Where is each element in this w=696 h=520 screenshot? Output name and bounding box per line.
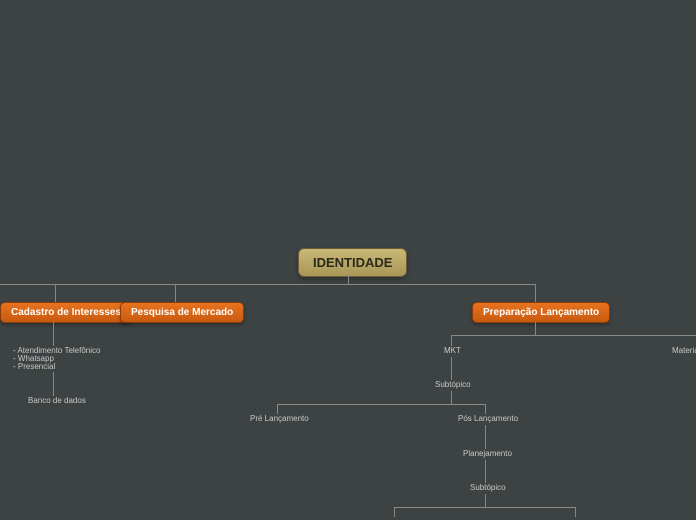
connector	[535, 284, 536, 302]
connector	[277, 404, 278, 414]
connector	[451, 357, 452, 380]
node-pesquisa[interactable]: Pesquisa de Mercado	[120, 302, 244, 323]
connector	[53, 372, 54, 396]
connector	[53, 322, 54, 346]
connector	[451, 335, 696, 336]
banco-dados: Banco de dados	[28, 396, 86, 405]
connector	[535, 322, 536, 335]
connector	[394, 507, 576, 508]
connector	[0, 284, 55, 285]
root-node[interactable]: IDENTIDADE	[298, 248, 407, 277]
subtopico-2: Subtópico	[470, 483, 506, 492]
mkt-label: MKT	[444, 346, 461, 355]
cadastro-child-presencial: - Presencial	[13, 362, 55, 371]
pos-lancamento: Pós Lançamento	[458, 414, 518, 423]
planejamento: Planejamento	[463, 449, 512, 458]
connector	[175, 284, 348, 285]
node-cadastro[interactable]: Cadastro de Interesses	[0, 302, 132, 323]
connector	[175, 284, 176, 302]
node-preparacao[interactable]: Preparação Lançamento	[472, 302, 610, 323]
connector	[348, 284, 535, 285]
connector	[485, 494, 486, 507]
connector	[55, 284, 56, 302]
connector	[277, 404, 486, 405]
connector	[55, 284, 175, 285]
connector	[451, 335, 452, 346]
connector	[451, 391, 452, 404]
connector	[394, 507, 395, 517]
connector	[575, 507, 576, 517]
connector	[348, 275, 349, 284]
pre-lancamento: Pré Lançamento	[250, 414, 309, 423]
connector	[485, 460, 486, 483]
connector	[485, 404, 486, 414]
connector	[485, 425, 486, 449]
subtopico-1: Subtópico	[435, 380, 471, 389]
materia-label: Materia	[672, 346, 696, 355]
